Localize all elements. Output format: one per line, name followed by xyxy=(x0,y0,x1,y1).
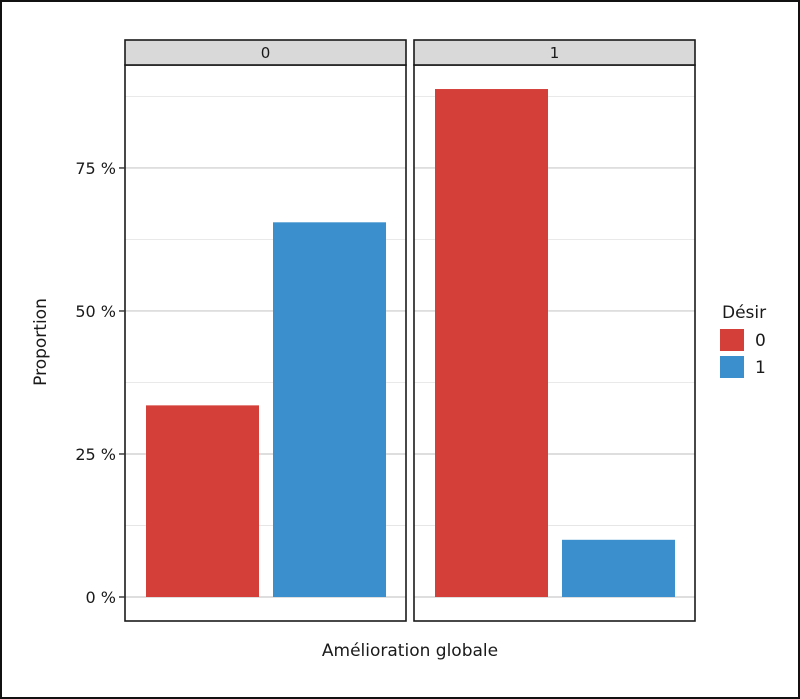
facet-strip-label: 1 xyxy=(550,44,560,62)
y-axis: 0 % 25 % 50 % 75 % xyxy=(75,159,125,607)
legend: Désir 0 1 xyxy=(720,303,766,378)
bar-facet-0-desir-1 xyxy=(273,222,386,597)
legend-title: Désir xyxy=(722,303,766,323)
y-tick-label: 50 % xyxy=(75,302,116,321)
facet-strip-label: 0 xyxy=(261,44,271,62)
x-axis-label: Amélioration globale xyxy=(322,641,498,661)
legend-label-0: 0 xyxy=(755,331,766,351)
bar-facet-0-desir-0 xyxy=(146,405,259,597)
y-tick-label: 0 % xyxy=(86,588,116,607)
legend-label-1: 1 xyxy=(755,358,766,378)
facet-panel-0: 0 xyxy=(124,39,407,622)
facet-strip xyxy=(124,39,407,66)
bar-facet-1-desir-0 xyxy=(435,89,548,597)
bar-facet-1-desir-1 xyxy=(562,539,675,597)
y-tick-label: 75 % xyxy=(75,159,116,178)
facet-panel-1: 1 xyxy=(413,39,696,622)
legend-key-0 xyxy=(720,329,744,351)
y-axis-label: Proportion xyxy=(31,298,51,386)
facet-strip xyxy=(413,39,696,66)
y-tick-label: 25 % xyxy=(75,445,116,464)
legend-key-1 xyxy=(720,356,744,378)
